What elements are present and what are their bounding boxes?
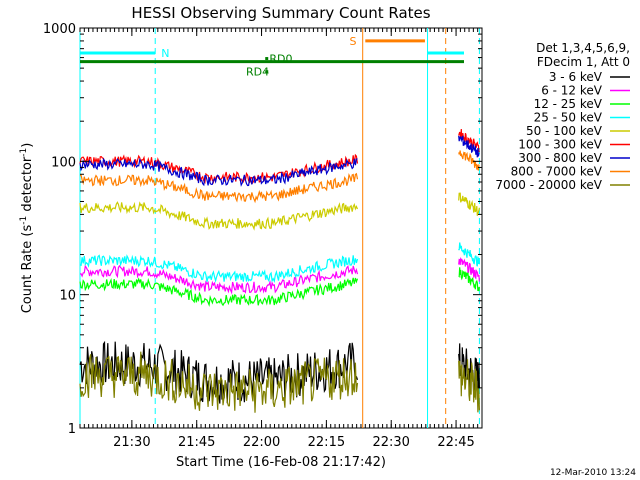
y-axis-label: Count Rate (s-1 detector-1) [19,143,35,314]
series-line [79,172,359,204]
series-line [79,201,359,231]
series-line [79,254,359,284]
series-line [458,242,480,267]
saa-label: S [350,35,357,48]
rd0-marker [265,57,269,61]
series-line [458,150,480,171]
series-line [79,157,358,187]
series-line [79,153,359,185]
series-group [79,267,480,308]
series-group [79,351,480,413]
series-group [80,256,480,295]
ylabel-part-2: detector [20,156,35,216]
legend: Det 1,3,4,5,6,9,FDecim 1, Att 03 - 6 keV… [495,41,630,192]
series-line [458,359,480,413]
x-tick-label: 22:15 [308,435,345,450]
series-line [458,343,480,400]
rd4-marker [265,70,269,74]
series-line [458,256,480,282]
x-tick-label: 22:30 [372,435,409,450]
legend-entry-label: 7000 - 20000 keV [495,178,602,192]
legend-entry-label: 6 - 12 keV [541,84,603,98]
series-group [79,128,480,185]
series-group [79,135,480,187]
series-line [458,267,480,292]
series-group [79,242,480,284]
x-tick-label: 21:45 [178,435,215,450]
legend-header: Det 1,3,4,5,6,9, [536,41,630,55]
ylabel-sup-1: -1 [19,216,29,225]
legend-entry-label: 25 - 50 keV [534,111,603,125]
y-tick-label: 1 [68,422,76,437]
series-layer [79,128,480,413]
x-tick-label: 21:30 [113,435,150,450]
x-tick-label: 22:00 [243,435,280,450]
series-line [79,351,359,413]
series-group [79,192,480,231]
series-line [80,264,359,295]
timestamp: 12-Mar-2010 13:24 [550,468,636,478]
series-group [79,150,480,204]
legend-entry-label: 100 - 300 keV [518,138,602,152]
night-label: N [161,47,169,60]
axes: 21:30 21:45 22:00 22:15 22:30 22:45 1 10 100 1000 [43,22,483,450]
legend-header: FDecim 1, Att 0 [537,55,630,69]
legend-entry-label: 50 - 100 keV [526,124,603,138]
x-tick-label: 22:45 [437,435,474,450]
legend-entry-label: 12 - 25 keV [534,97,603,111]
rd0-label: RD0 [269,53,292,66]
series-line [79,277,359,308]
ylabel-part-3: ) [20,143,35,148]
series-line [458,192,480,216]
y-tick-label: 1000 [43,22,76,37]
y-tick-label: 100 [51,155,76,170]
legend-entry-label: 300 - 800 keV [518,151,602,165]
series-line [458,135,480,158]
ylabel-part-1: Count Rate (s [20,225,35,314]
legend-entry-label: 800 - 7000 keV [511,165,603,179]
y-tick-label: 10 [59,289,76,304]
rd4-label: RD4 [246,66,269,79]
legend-entry-label: 3 - 6 keV [549,70,603,84]
ylabel-sup-2: -1 [19,148,29,157]
chart-title: HESSI Observing Summary Count Rates [131,4,430,22]
x-axis-label: Start Time (16-Feb-08 21:17:42) [176,455,386,470]
